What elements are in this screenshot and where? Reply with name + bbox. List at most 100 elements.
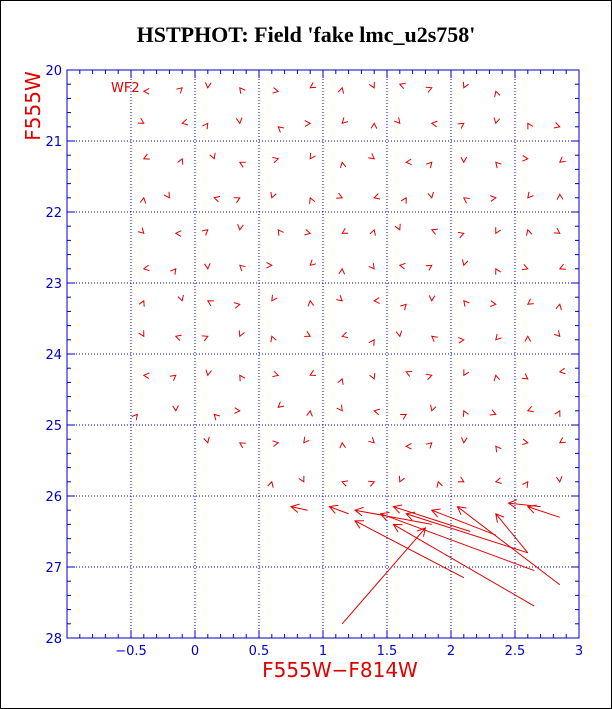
x-tick-label: 3 <box>575 644 583 659</box>
displacement-arrow-head <box>392 523 403 533</box>
displacement-arrow-head <box>353 506 364 517</box>
displacement-arrow <box>354 520 465 579</box>
data-point <box>272 87 280 94</box>
displacement-arrow <box>508 502 541 508</box>
data-point <box>309 82 317 89</box>
data-point <box>176 87 183 94</box>
displacement-arrow <box>354 509 432 525</box>
data-point <box>495 333 502 341</box>
data-point <box>174 230 182 237</box>
data-point <box>277 126 285 133</box>
data-point <box>368 480 376 487</box>
displacement-arrow <box>527 506 560 518</box>
data-point <box>495 227 502 235</box>
data-point <box>172 405 179 412</box>
data-point <box>304 331 312 337</box>
data-point <box>238 330 245 338</box>
displacement-arrow-head <box>405 511 416 521</box>
data-point <box>425 264 433 271</box>
displacement-arrow-head <box>416 527 427 537</box>
data-point <box>425 373 433 380</box>
data-point <box>526 298 534 305</box>
data-point <box>205 369 212 377</box>
data-point <box>436 480 443 488</box>
x-tick-label: 0.5 <box>249 644 270 659</box>
data-point <box>373 297 380 304</box>
data-point <box>304 120 312 127</box>
data-point <box>272 156 280 164</box>
data-point <box>369 372 376 380</box>
data-point <box>400 413 408 420</box>
data-point <box>270 335 277 343</box>
data-point <box>341 117 349 125</box>
data-point <box>430 228 438 235</box>
data-point <box>405 370 413 377</box>
data-point <box>170 267 177 275</box>
data-point <box>277 401 285 408</box>
data-point <box>174 334 182 341</box>
displacement-arrow <box>457 506 561 586</box>
y-tick-label: 25 <box>45 419 62 434</box>
displacement-arrow-head <box>495 512 505 523</box>
data-point <box>490 195 497 202</box>
data-point <box>306 409 313 417</box>
data-point <box>233 302 241 309</box>
data-point <box>336 192 344 199</box>
data-point <box>368 81 375 89</box>
data-point <box>460 437 468 444</box>
displacement-arrow-head <box>526 504 537 514</box>
data-point <box>521 263 529 271</box>
data-point <box>405 158 412 166</box>
chart-title: HSTPHOT: Field 'fake lmc_u2s758' <box>136 22 476 47</box>
x-tick-label: 2 <box>447 644 455 659</box>
data-point <box>233 197 241 204</box>
data-point <box>202 122 209 130</box>
data-point <box>493 117 501 125</box>
data-point <box>177 294 184 302</box>
data-point <box>368 436 375 444</box>
axes: −0.5 0 0.5 1 1.5 2 2.5 3 20 21 22 23 24 25 26 27 28 <box>45 64 583 659</box>
data-point <box>395 330 403 338</box>
y-tick-label: 21 <box>45 135 62 150</box>
data-point <box>368 262 375 270</box>
data-point <box>206 300 214 307</box>
data-point <box>394 117 401 125</box>
data-point <box>169 374 177 381</box>
data-point <box>277 228 284 236</box>
data-point <box>463 300 470 307</box>
data-point <box>457 231 465 239</box>
data-point <box>307 299 315 307</box>
displacement-arrow-head <box>328 504 339 514</box>
data-point <box>405 442 412 450</box>
y-tick-label: 20 <box>45 64 62 79</box>
data-point <box>462 197 470 204</box>
data-point <box>142 264 150 272</box>
data-point <box>521 438 529 446</box>
data-point <box>427 191 434 199</box>
data-point <box>272 370 280 378</box>
data-point <box>494 477 502 484</box>
data-marks <box>131 81 566 625</box>
data-point <box>556 193 564 200</box>
data-point <box>341 480 349 487</box>
displacement-arrow <box>406 513 528 554</box>
displacement-arrow-head <box>354 520 365 529</box>
data-point <box>521 373 529 380</box>
data-point <box>558 367 566 375</box>
data-point <box>462 81 469 89</box>
data-point <box>235 117 243 125</box>
data-point <box>425 86 433 93</box>
data-point <box>555 476 563 483</box>
data-point <box>239 86 246 94</box>
data-point <box>266 261 273 269</box>
data-point <box>163 191 170 199</box>
data-point <box>309 259 317 267</box>
data-point <box>400 196 407 204</box>
data-point <box>177 157 184 165</box>
x-tick-label: 1.5 <box>377 644 398 659</box>
data-point <box>554 409 561 417</box>
data-point <box>137 227 145 235</box>
displacement-arrow-head <box>456 505 467 516</box>
data-point <box>181 118 189 126</box>
data-point <box>204 263 211 270</box>
